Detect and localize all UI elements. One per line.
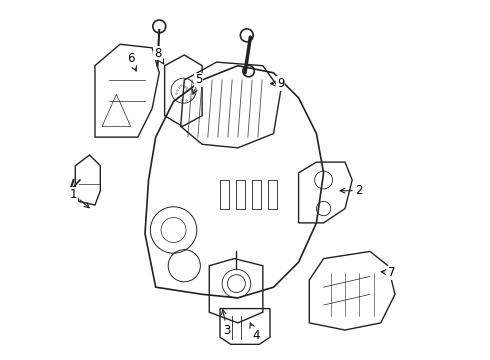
Text: 2: 2 xyxy=(340,184,363,197)
Text: 6: 6 xyxy=(127,52,136,71)
Text: 3: 3 xyxy=(221,310,231,337)
Text: 5: 5 xyxy=(193,73,202,94)
Text: 9: 9 xyxy=(270,77,285,90)
Text: 1: 1 xyxy=(70,188,89,208)
Text: 7: 7 xyxy=(381,266,395,279)
Text: 8: 8 xyxy=(154,47,164,64)
Text: 4: 4 xyxy=(250,323,260,342)
